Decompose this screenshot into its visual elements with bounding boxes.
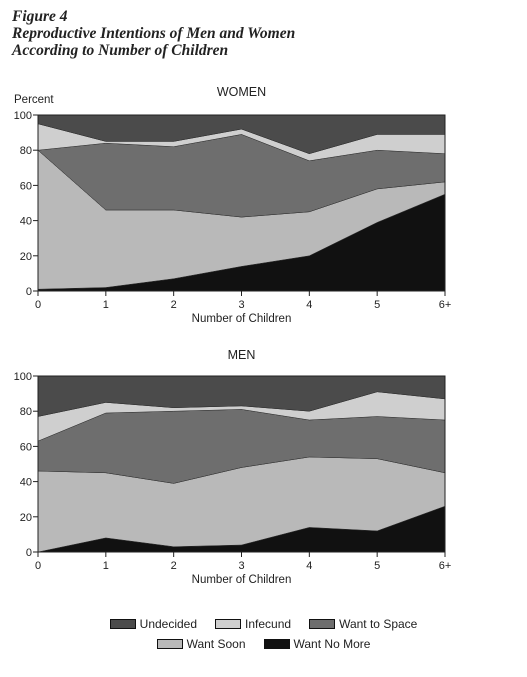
men-y-tick-label: 40 — [20, 477, 32, 489]
women-y-tick-label: 60 — [20, 180, 32, 192]
figure-title: Figure 4 Reproductive Intentions of Men … — [12, 8, 295, 59]
women-x-tick-label: 4 — [306, 299, 312, 311]
legend-swatch-want-no-more — [263, 639, 290, 649]
women-area-chart: 0 20 40 60 80 100 0 1 2 3 4 5 6+ WOMEN Percent Number o… — [14, 85, 452, 325]
women-y-tick-label: 40 — [20, 216, 32, 228]
men-y-tick-label: 80 — [20, 406, 32, 418]
legend-item-want-no-more: Want No More — [263, 637, 371, 651]
men-x-tick-label: 6+ — [439, 560, 452, 572]
men-y-tick-label: 20 — [20, 512, 32, 524]
legend-row-1: Undecided Infecund Want to Space — [0, 617, 527, 631]
men-area-chart: 0 20 40 60 80 100 0 1 2 3 4 5 6+ MEN Number of Childre… — [14, 348, 452, 586]
men-x-tick-label: 5 — [374, 560, 380, 572]
legend-item-want-soon: Want Soon — [156, 637, 246, 651]
legend-swatch-undecided — [109, 619, 136, 629]
legend-label-undecided: Undecided — [139, 617, 198, 631]
men-x-tick-label: 1 — [103, 560, 109, 572]
women-y-tick-label: 80 — [20, 145, 32, 157]
figure-title-line-3: According to Number of Children — [12, 42, 229, 59]
women-x-tick-label: 1 — [103, 299, 109, 311]
legend-item-want-to-space: Want to Space — [309, 617, 417, 631]
legend-row-2: Want Soon Want No More — [0, 637, 527, 651]
figure-title-line-1: Figure 4 — [12, 8, 68, 25]
women-x-tick-label: 2 — [171, 299, 177, 311]
men-x-tick-label: 2 — [171, 560, 177, 572]
legend-label-want-to-space: Want to Space — [339, 617, 418, 631]
men-x-tick-label: 0 — [35, 560, 41, 572]
legend-label-want-no-more: Want No More — [293, 637, 371, 651]
legend-item-infecund: Infecund — [215, 617, 291, 631]
women-x-tick-label: 0 — [35, 299, 41, 311]
women-chart-title: WOMEN — [217, 85, 266, 99]
women-x-tick-label: 6+ — [439, 299, 452, 311]
legend-label-want-soon: Want Soon — [186, 637, 246, 651]
men-x-axis-label: Number of Children — [192, 574, 292, 586]
men-x-tick-label: 3 — [238, 560, 244, 572]
legend-swatch-want-soon — [156, 639, 183, 649]
women-x-axis-label: Number of Children — [192, 313, 292, 325]
legend-item-undecided: Undecided — [109, 617, 198, 631]
women-y-axis-label: Percent — [14, 94, 54, 106]
legend-swatch-infecund — [215, 619, 242, 629]
men-y-tick-label: 0 — [26, 547, 32, 559]
men-y-tick-label: 60 — [20, 441, 32, 453]
women-x-tick-label: 3 — [238, 299, 244, 311]
figure-title-line-2: Reproductive Intentions of Men and Women — [12, 25, 296, 42]
women-y-tick-label: 20 — [20, 251, 32, 263]
women-y-tick-label: 100 — [14, 110, 32, 122]
legend-swatch-want-to-space — [309, 619, 336, 629]
women-x-tick-label: 5 — [374, 299, 380, 311]
men-x-tick-label: 4 — [306, 560, 312, 572]
men-y-tick-label: 100 — [14, 371, 32, 383]
legend-label-infecund: Infecund — [245, 617, 292, 631]
women-y-tick-label: 0 — [26, 286, 32, 298]
men-chart-title: MEN — [228, 348, 256, 362]
